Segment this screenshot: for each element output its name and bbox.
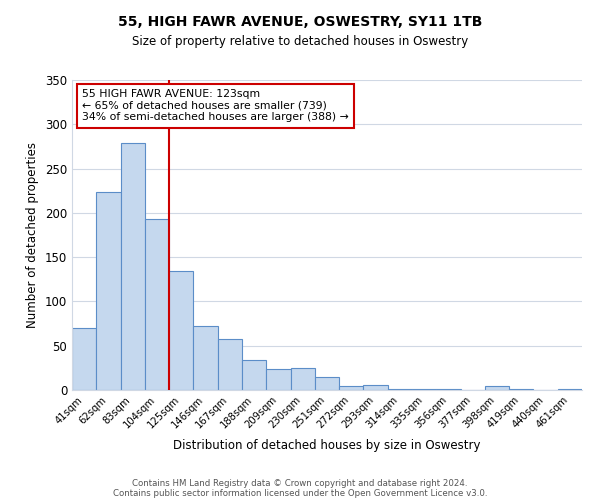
Bar (169, 272, 193, 390)
Bar (509, 389, 533, 390)
Bar (242, 360, 266, 390)
Bar (290, 368, 315, 390)
Text: 55 HIGH FAWR AVENUE: 123sqm
← 65% of detached houses are smaller (739)
34% of se: 55 HIGH FAWR AVENUE: 123sqm ← 65% of det… (82, 90, 349, 122)
Text: Size of property relative to detached houses in Oswestry: Size of property relative to detached ho… (132, 35, 468, 48)
Y-axis label: Number of detached properties: Number of detached properties (26, 142, 40, 328)
Text: 55, HIGH FAWR AVENUE, OSWESTRY, SY11 1TB: 55, HIGH FAWR AVENUE, OSWESTRY, SY11 1TB (118, 15, 482, 29)
Bar (388, 389, 412, 390)
Bar (339, 386, 364, 390)
Bar (436, 389, 461, 390)
Bar (96, 192, 121, 390)
Bar (412, 389, 436, 390)
Bar (315, 376, 339, 390)
Text: Contains public sector information licensed under the Open Government Licence v3: Contains public sector information licen… (113, 488, 487, 498)
Bar (218, 338, 242, 390)
Bar (193, 326, 218, 390)
Bar (121, 143, 145, 390)
Bar (72, 328, 96, 390)
Bar (266, 368, 290, 390)
X-axis label: Distribution of detached houses by size in Oswestry: Distribution of detached houses by size … (173, 439, 481, 452)
Text: Contains HM Land Registry data © Crown copyright and database right 2024.: Contains HM Land Registry data © Crown c… (132, 478, 468, 488)
Bar (145, 219, 169, 390)
Bar (485, 386, 509, 390)
Bar (364, 384, 388, 390)
Bar (558, 389, 582, 390)
